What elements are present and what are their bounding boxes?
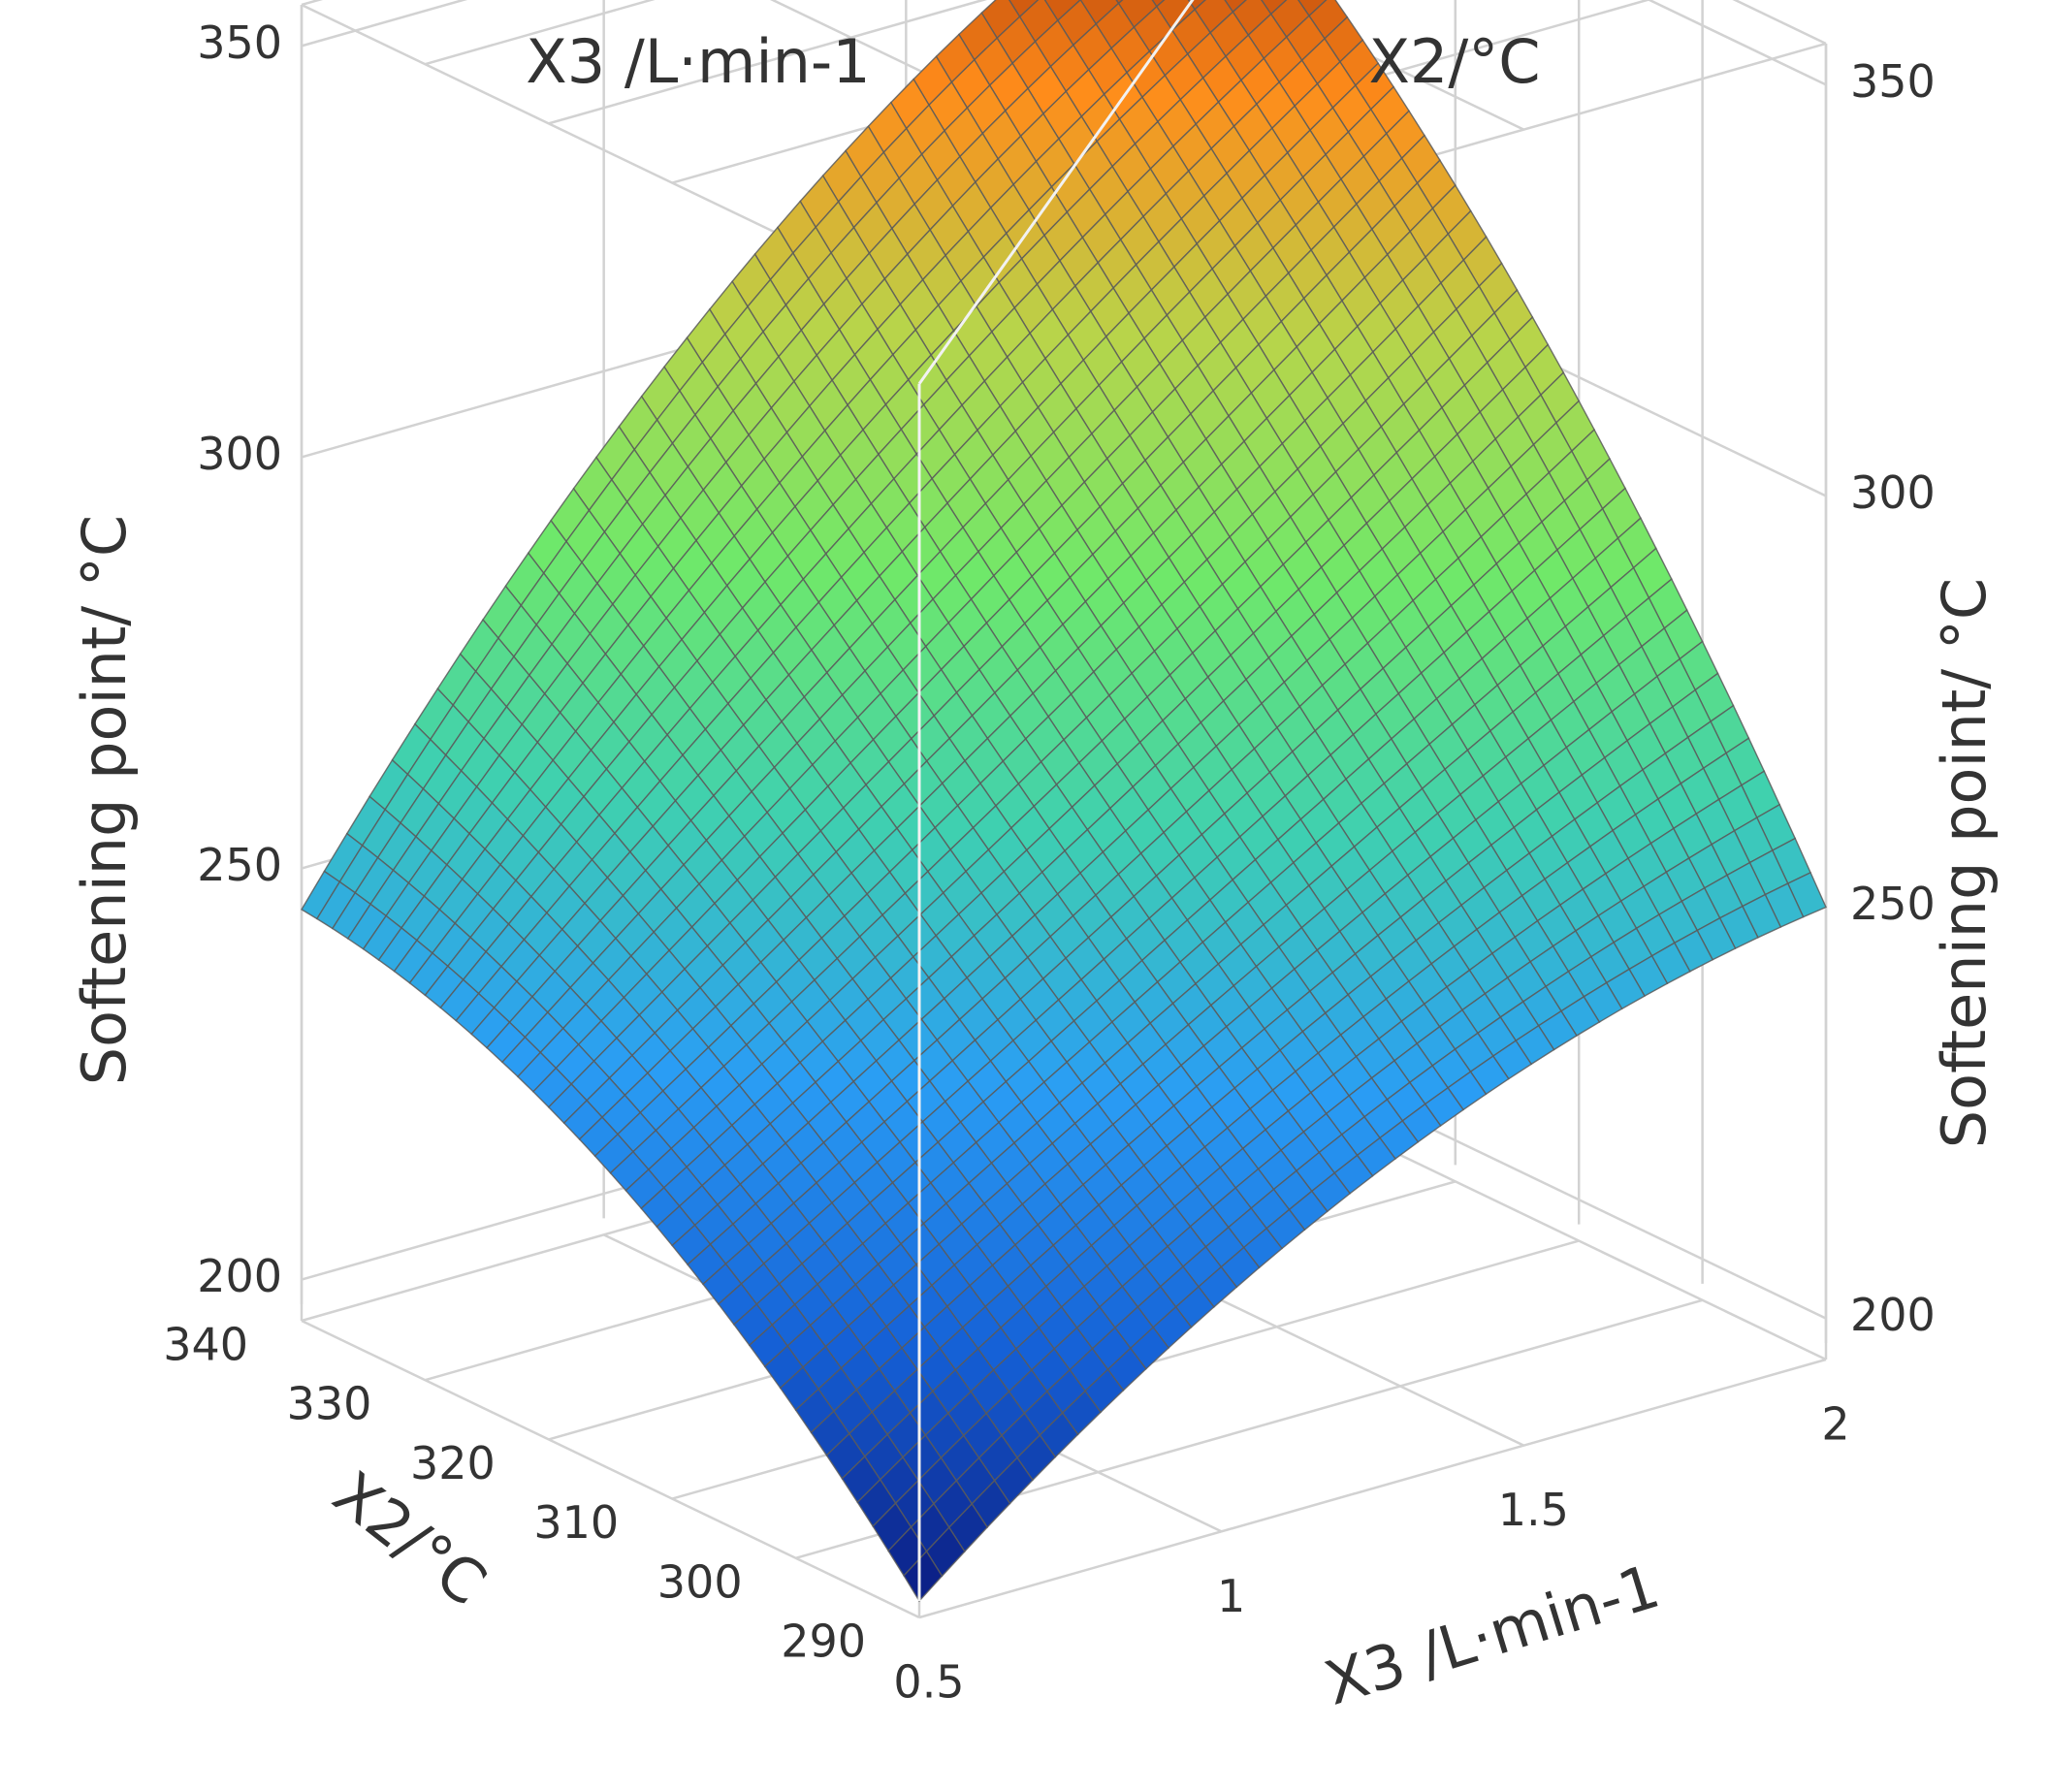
surface-layer: [301, 0, 1827, 1603]
surface-cell: [1151, 0, 1166, 8]
x2-tick-label-front: 330: [287, 1378, 372, 1430]
x3-tick-label-front: 1: [1217, 1570, 1245, 1622]
grid-line-x2-floor: [918, 1358, 1827, 1619]
x3-axis-title-front: X3 /L·min-1: [1317, 1551, 1667, 1719]
grid-line-x2-top: [548, 0, 988, 125]
z-tick-label-left: 300: [197, 428, 282, 480]
z-tick-label-left: 250: [197, 839, 282, 891]
grid-line-x3-floor: [301, 1319, 920, 1619]
x3-axis-title-top: X3 /L·min-1: [526, 26, 871, 97]
x3-tick-label-front: 1.5: [1498, 1484, 1569, 1536]
edge-layer: [917, 0, 1195, 1602]
grid-line-x3-top: [1251, 0, 1524, 131]
z-tick-label-right: 300: [1850, 466, 1936, 519]
x2-tick-label-front: 300: [657, 1555, 743, 1608]
box-edge-top: [917, 0, 1195, 385]
x2-tick-label-front: 310: [533, 1496, 619, 1549]
z-tick-label-right: 200: [1850, 1289, 1936, 1341]
x2-tick-label-front: 320: [410, 1437, 496, 1489]
grid-line-x2-top: [425, 0, 656, 66]
surface-cell: [1224, 0, 1248, 14]
grid-line-z-right-wall: [1647, 0, 1827, 86]
z-tick-label-right: 350: [1850, 55, 1936, 108]
z-axis-title-right: Softening point/ °C: [1929, 578, 2000, 1148]
grid-line-z-left-wall: [301, 0, 468, 48]
z-tick-label-left: 350: [197, 16, 282, 69]
x2-tick-label-front: 340: [163, 1319, 248, 1371]
z-axis-title-left: Softening point/ °C: [69, 515, 140, 1085]
surface-cell: [1187, 0, 1207, 11]
z-tick-label-right: 250: [1850, 878, 1936, 930]
x3-tick-label-front: 2: [1821, 1398, 1849, 1451]
x2-axis-title-top: X2/°C: [1368, 26, 1540, 97]
x3-tick-label-front: 0.5: [893, 1656, 964, 1709]
x2-tick-label-top: 290: [1783, 0, 1869, 8]
surface-cell: [903, 1550, 944, 1603]
z-tick-label-left: 200: [197, 1250, 282, 1302]
x2-tick-label-front: 290: [781, 1616, 866, 1668]
